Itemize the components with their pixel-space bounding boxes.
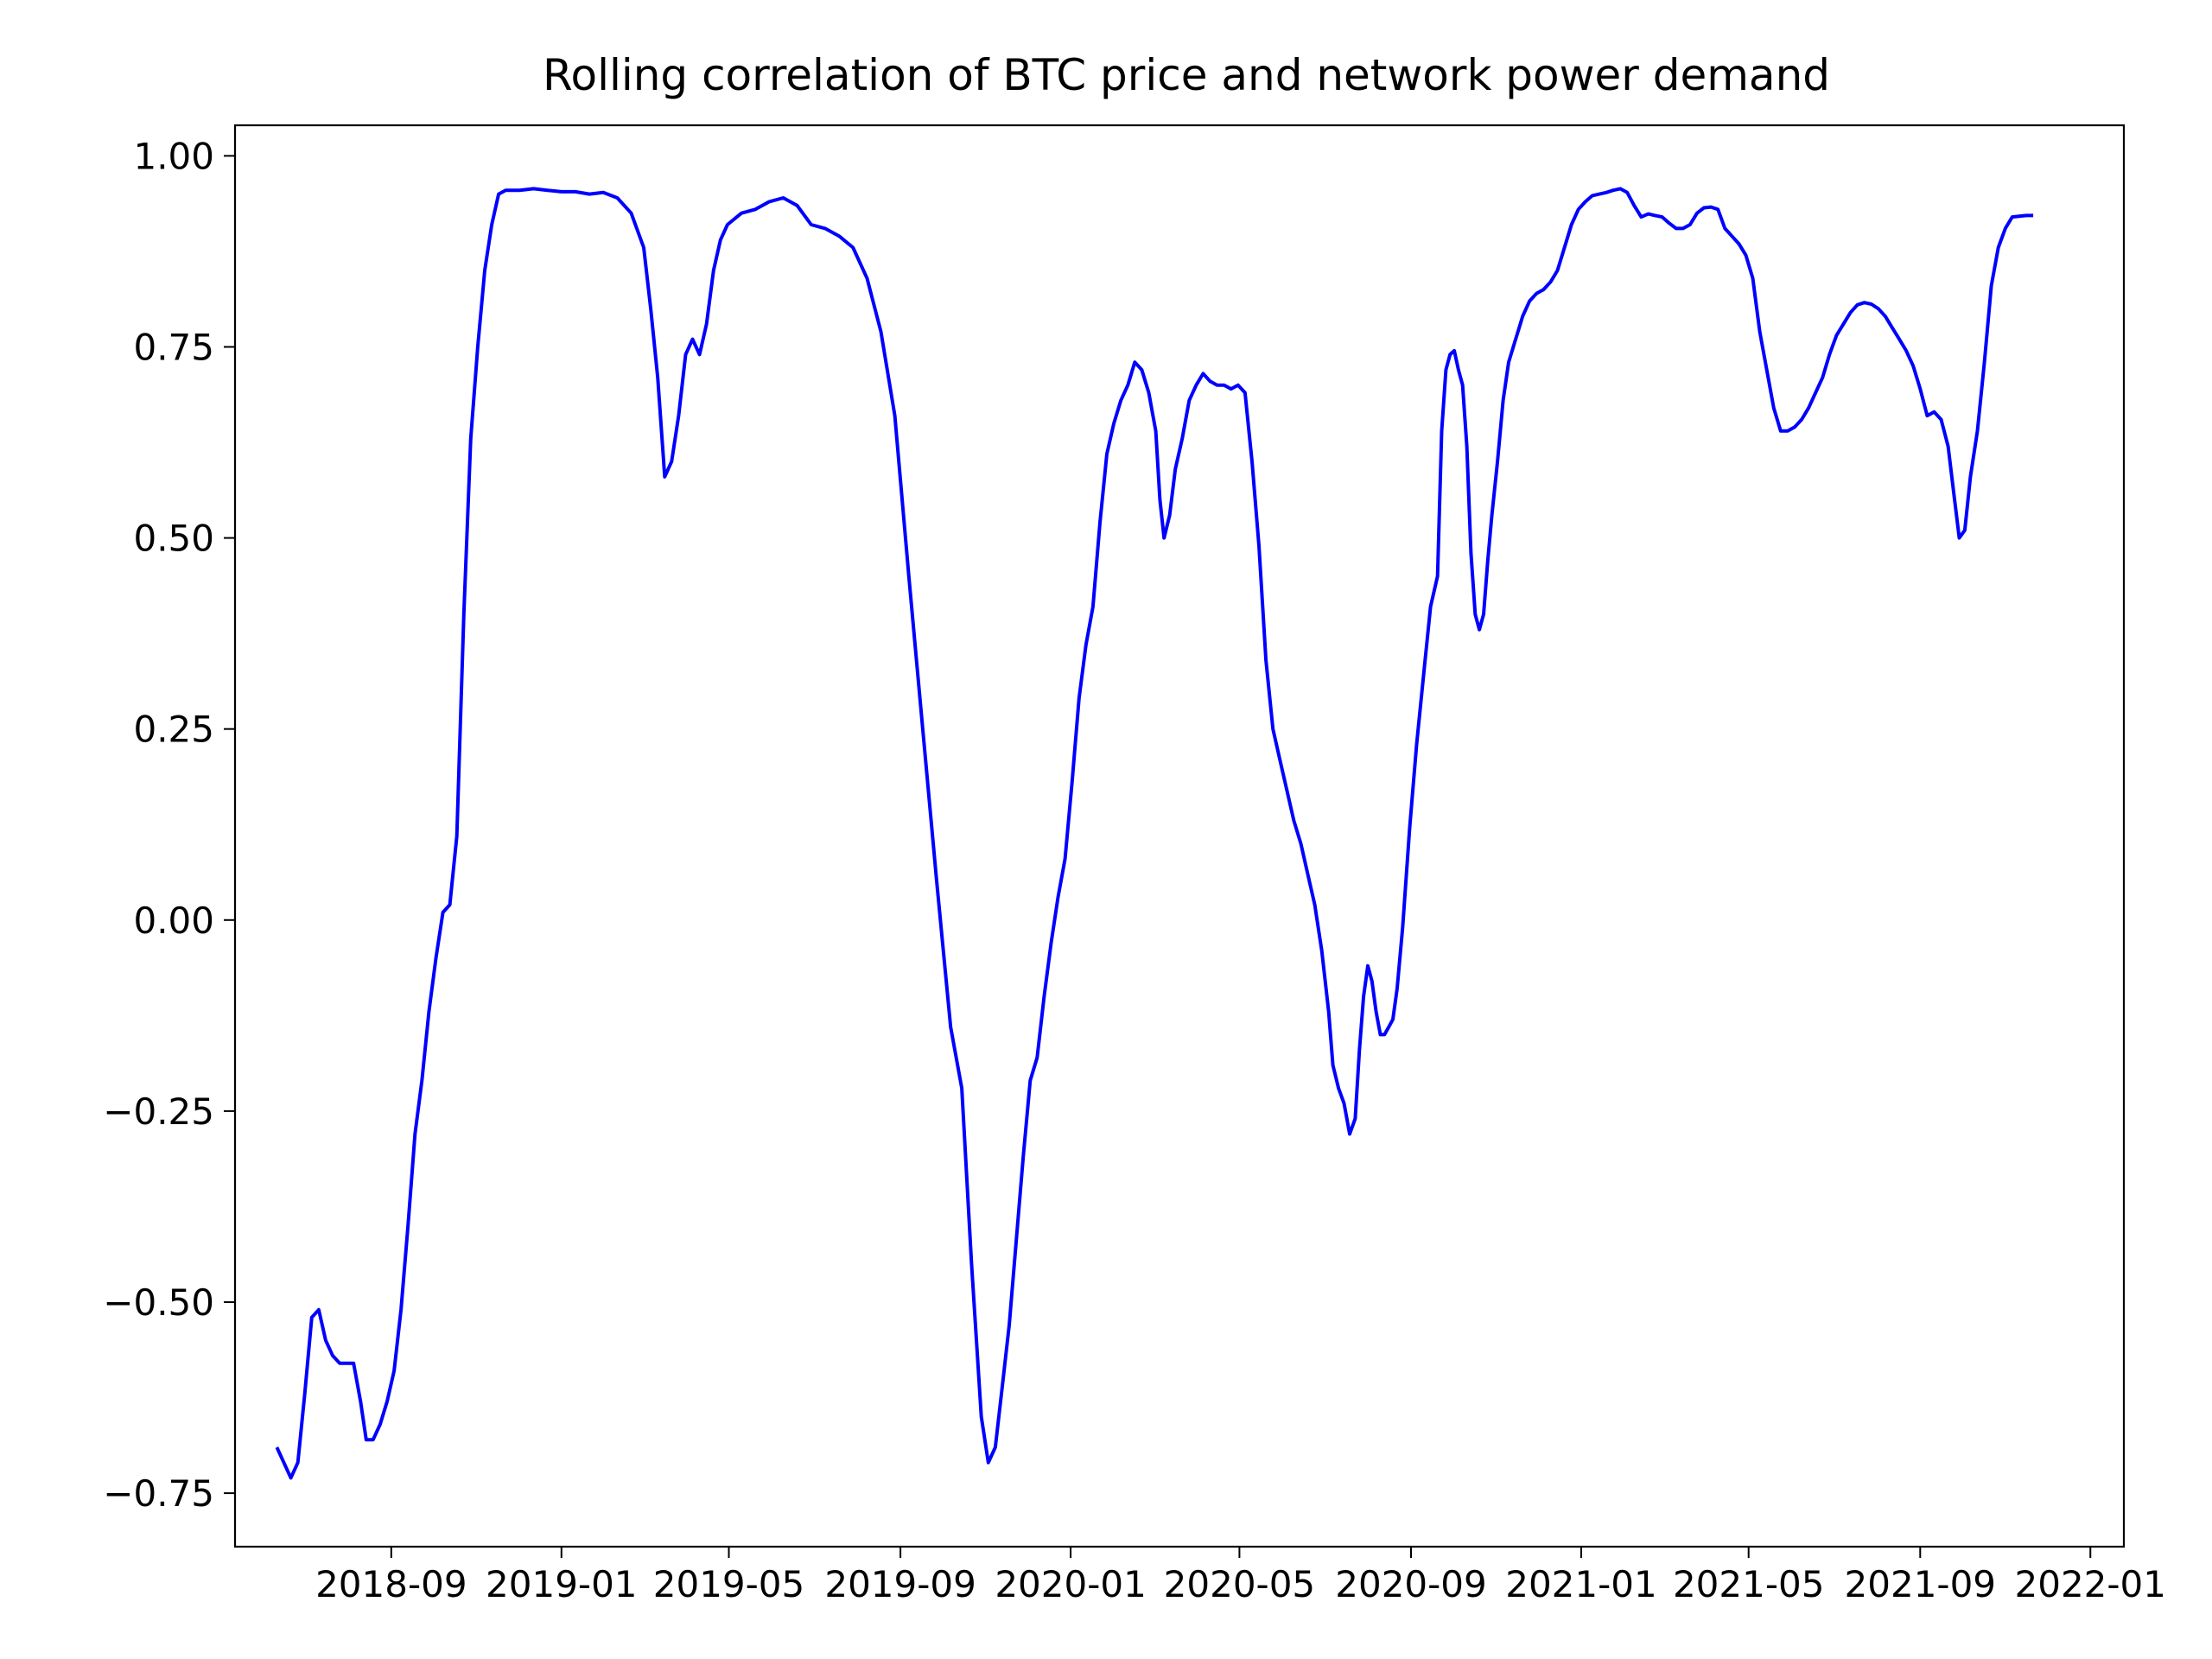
y-tick-label: −0.75 [103, 1472, 214, 1515]
x-tick-label: 2020-01 [995, 1563, 1147, 1605]
axes: 2018-09 2019-01 2019-05 2019-09 2020-01 2020-… [103, 124, 2166, 1605]
x-tick-label: 2021-09 [1845, 1563, 1997, 1605]
y-tick-label: −0.25 [103, 1090, 214, 1133]
x-tick-label: 2021-05 [1673, 1563, 1825, 1605]
plot-frame [233, 124, 2126, 1548]
y-tick-label: 0.25 [133, 709, 214, 751]
y-tick-label: −0.50 [103, 1281, 214, 1324]
y-tick-label: 1.00 [133, 135, 214, 177]
x-tick-label: 2019-05 [653, 1563, 805, 1605]
x-tick-label: 2021-01 [1505, 1563, 1657, 1605]
plot-area [275, 187, 2034, 1480]
x-axis: 2018-09 2019-01 2019-05 2019-09 2020-01 2020-… [315, 1547, 2166, 1605]
y-tick-label: 0.75 [133, 326, 214, 368]
x-tick-label: 2019-09 [824, 1563, 976, 1605]
chart-title: Rolling correlation of BTC price and net… [543, 50, 1830, 100]
y-tick-label: 0.50 [133, 518, 214, 560]
series-line-0 [275, 187, 2034, 1480]
y-axis: −0.75 −0.50 −0.25 0.00 0.25 0.50 0.75 1.00 [103, 135, 235, 1515]
x-tick-label: 2022-01 [2015, 1563, 2167, 1605]
y-tick-label: 0.00 [133, 899, 214, 942]
x-tick-label: 2019-01 [486, 1563, 638, 1605]
x-tick-label: 2018-09 [315, 1563, 467, 1605]
x-tick-label: 2020-05 [1164, 1563, 1316, 1605]
x-tick-label: 2020-09 [1335, 1563, 1487, 1605]
